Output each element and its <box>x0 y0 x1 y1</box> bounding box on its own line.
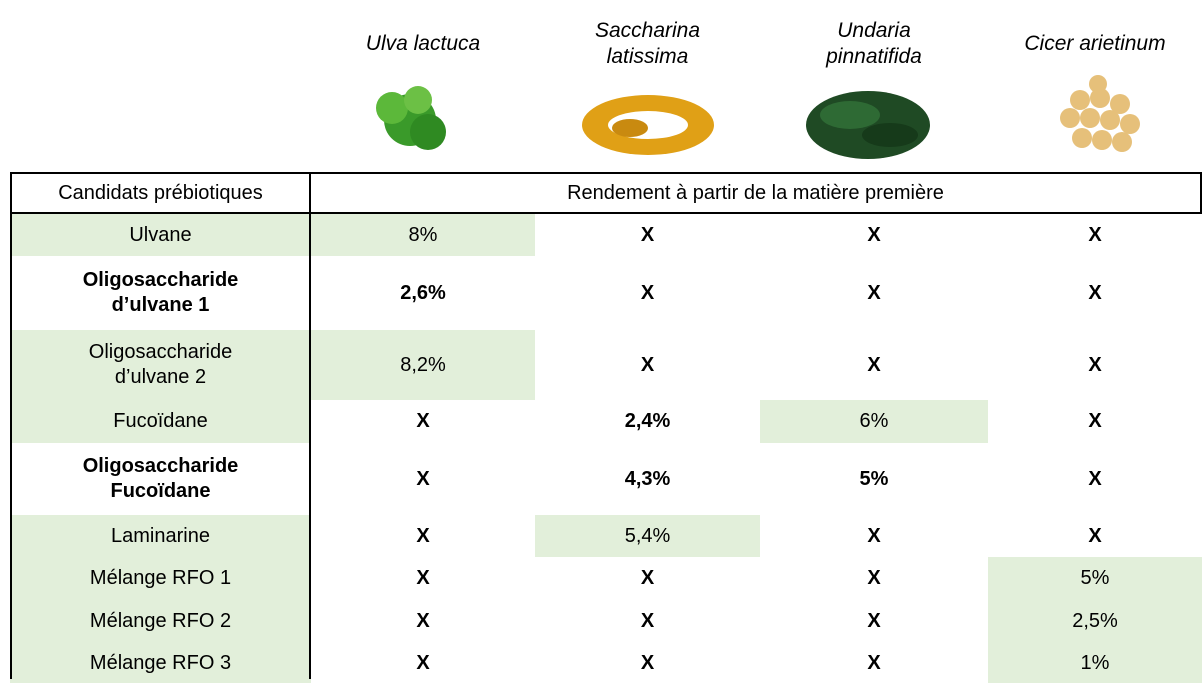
table-cell: X <box>311 557 535 600</box>
table-cell: X <box>988 256 1202 330</box>
row-label: Mélange RFO 2 <box>10 600 311 643</box>
table-cell: 5,4% <box>535 515 760 557</box>
table-cell: X <box>535 557 760 600</box>
row-label: Oligosaccharide d’ulvane 1 <box>10 256 311 330</box>
table-cell: X <box>760 256 988 330</box>
row-label: Mélange RFO 3 <box>10 643 311 683</box>
table-cell: X <box>760 600 988 643</box>
table-cell: X <box>760 557 988 600</box>
undaria-image <box>806 91 930 159</box>
table-cell: 2,6% <box>311 256 535 330</box>
table-cell: X <box>988 443 1202 515</box>
table-cell: 5% <box>760 443 988 515</box>
row-label: Oligosaccharide Fucoïdane <box>10 443 311 515</box>
table-cell: X <box>760 214 988 256</box>
table-cell: X <box>988 400 1202 443</box>
header-cell: Rendement à partir de la matière premièr… <box>309 172 1202 214</box>
species-name: Cicer arietinum <box>988 8 1202 80</box>
border-line <box>309 172 311 679</box>
table-cell: 5% <box>988 557 1202 600</box>
table-cell: 1% <box>988 643 1202 683</box>
table-cell: 8% <box>311 214 535 256</box>
table-cell: X <box>311 443 535 515</box>
table-cell: X <box>760 643 988 683</box>
row-label: Laminarine <box>10 515 311 557</box>
table-cell: X <box>535 214 760 256</box>
saccharina-image <box>582 95 714 155</box>
row-label: Ulvane <box>10 214 311 256</box>
table-cell: X <box>535 330 760 400</box>
table-cell: X <box>760 330 988 400</box>
border-line <box>10 172 12 679</box>
table-cell: X <box>988 515 1202 557</box>
table-cell: X <box>311 515 535 557</box>
row-label: Oligosaccharide d’ulvane 2 <box>10 330 311 400</box>
table-cell: 4,3% <box>535 443 760 515</box>
table-cell: X <box>988 330 1202 400</box>
ulva-image <box>376 86 446 150</box>
table-cell: X <box>535 600 760 643</box>
table-cell: 6% <box>760 400 988 443</box>
header-cell: Candidats prébiotiques <box>10 172 311 214</box>
table-cell: X <box>988 214 1202 256</box>
table-cell: X <box>311 400 535 443</box>
species-name: Saccharina latissima <box>535 8 760 80</box>
table-cell: X <box>760 515 988 557</box>
table-cell: X <box>535 643 760 683</box>
table-cell: 2,4% <box>535 400 760 443</box>
table-cell: 8,2% <box>311 330 535 400</box>
table-cell: X <box>311 600 535 643</box>
species-name: Undaria pinnatifida <box>760 8 988 80</box>
chickpea-image <box>1060 75 1140 152</box>
species-name: Ulva lactuca <box>311 8 535 80</box>
page: {"species": ["Ulva lactuca", "Saccharina… <box>0 0 1202 679</box>
row-label: Fucoïdane <box>10 400 311 443</box>
table-cell: 2,5% <box>988 600 1202 643</box>
table-cell: X <box>311 643 535 683</box>
table-cell: X <box>535 256 760 330</box>
row-label: Mélange RFO 1 <box>10 557 311 600</box>
